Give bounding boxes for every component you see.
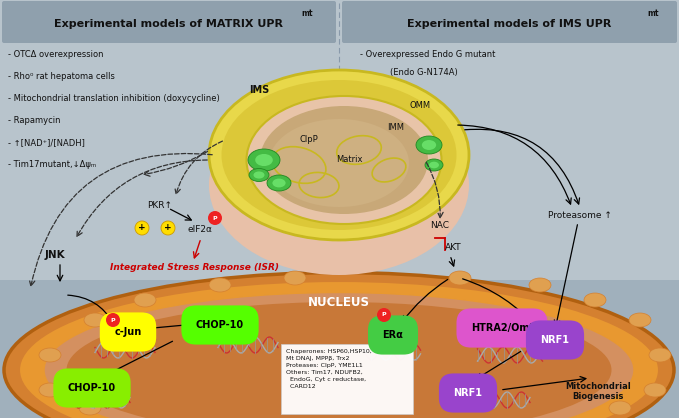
Ellipse shape bbox=[609, 401, 631, 415]
Circle shape bbox=[377, 308, 391, 322]
Text: - Tim17mutant,↓Δψₘ: - Tim17mutant,↓Δψₘ bbox=[8, 160, 96, 169]
Ellipse shape bbox=[644, 383, 666, 397]
Circle shape bbox=[106, 313, 120, 327]
Text: IMS: IMS bbox=[249, 85, 269, 95]
Circle shape bbox=[161, 221, 175, 235]
Text: Chaperones: HSP60,HSP10,
Mt DNAJ, MPPβ, Trx2
Proteases: ClpP, YME1L1
Others: Tim: Chaperones: HSP60,HSP10, Mt DNAJ, MPPβ, … bbox=[286, 349, 371, 389]
Ellipse shape bbox=[529, 278, 551, 292]
Text: HTRA2/Omi: HTRA2/Omi bbox=[471, 323, 533, 333]
Ellipse shape bbox=[209, 278, 231, 292]
Text: NRF1: NRF1 bbox=[540, 335, 570, 345]
Text: IMM: IMM bbox=[387, 122, 404, 132]
FancyBboxPatch shape bbox=[2, 1, 336, 43]
Ellipse shape bbox=[84, 313, 106, 327]
Ellipse shape bbox=[4, 273, 674, 418]
Ellipse shape bbox=[246, 96, 441, 224]
Text: Proteasome ↑: Proteasome ↑ bbox=[548, 211, 612, 219]
Text: NRF1: NRF1 bbox=[454, 388, 483, 398]
Ellipse shape bbox=[255, 154, 273, 166]
Text: NAC: NAC bbox=[430, 221, 449, 229]
Text: P: P bbox=[382, 313, 386, 318]
Text: CHOP-10: CHOP-10 bbox=[196, 320, 244, 330]
Text: AKT: AKT bbox=[445, 244, 461, 252]
Ellipse shape bbox=[425, 159, 443, 171]
Text: ClpP: ClpP bbox=[299, 135, 318, 145]
FancyBboxPatch shape bbox=[342, 1, 677, 43]
Text: P: P bbox=[111, 318, 115, 323]
Text: P: P bbox=[213, 216, 217, 221]
Bar bbox=[0, 0, 679, 280]
Text: NUCLEUS: NUCLEUS bbox=[308, 296, 370, 308]
Text: CHOP-10: CHOP-10 bbox=[68, 383, 116, 393]
Text: OMM: OMM bbox=[409, 100, 430, 110]
Ellipse shape bbox=[79, 401, 101, 415]
Ellipse shape bbox=[449, 271, 471, 285]
Ellipse shape bbox=[209, 95, 469, 275]
Ellipse shape bbox=[209, 70, 469, 240]
Text: - OTCΔ overexpression: - OTCΔ overexpression bbox=[8, 50, 103, 59]
Text: JNK: JNK bbox=[45, 250, 65, 260]
Text: c-Jun: c-Jun bbox=[114, 327, 142, 337]
Text: Experimental models of IMS UPR: Experimental models of IMS UPR bbox=[407, 19, 611, 29]
Ellipse shape bbox=[221, 80, 456, 230]
Text: +: + bbox=[139, 224, 146, 232]
Ellipse shape bbox=[629, 313, 651, 327]
Text: (Endo G-N174A): (Endo G-N174A) bbox=[390, 68, 458, 77]
Ellipse shape bbox=[39, 383, 61, 397]
Text: Experimental models of MATRIX UPR: Experimental models of MATRIX UPR bbox=[54, 19, 284, 29]
Text: ERα: ERα bbox=[382, 330, 403, 340]
Ellipse shape bbox=[416, 136, 442, 154]
Bar bbox=[0, 280, 679, 418]
Text: mt: mt bbox=[301, 8, 313, 18]
Ellipse shape bbox=[272, 178, 286, 187]
Ellipse shape bbox=[584, 293, 606, 307]
Text: Mitochondrial
Biogenesis: Mitochondrial Biogenesis bbox=[565, 382, 631, 401]
Ellipse shape bbox=[67, 302, 612, 418]
Ellipse shape bbox=[649, 348, 671, 362]
Text: - Rho⁰ rat hepatoma cells: - Rho⁰ rat hepatoma cells bbox=[8, 72, 115, 81]
Text: Integrated Stress Response (ISR): Integrated Stress Response (ISR) bbox=[111, 263, 280, 273]
Ellipse shape bbox=[422, 140, 436, 150]
Ellipse shape bbox=[248, 149, 280, 171]
Ellipse shape bbox=[249, 168, 269, 181]
Ellipse shape bbox=[284, 271, 306, 285]
Ellipse shape bbox=[269, 119, 409, 207]
Ellipse shape bbox=[267, 175, 291, 191]
Circle shape bbox=[208, 211, 222, 225]
Text: - ↑[NAD⁺]/[NADH]: - ↑[NAD⁺]/[NADH] bbox=[8, 138, 85, 147]
Ellipse shape bbox=[429, 162, 439, 168]
Text: +: + bbox=[164, 224, 172, 232]
Ellipse shape bbox=[253, 171, 265, 178]
Text: - Rapamycin: - Rapamycin bbox=[8, 116, 60, 125]
Text: PKR↑: PKR↑ bbox=[147, 201, 172, 209]
Circle shape bbox=[135, 221, 149, 235]
Text: - Mitochondrial translation inhibition (doxycycline): - Mitochondrial translation inhibition (… bbox=[8, 94, 220, 103]
Text: mt: mt bbox=[647, 8, 659, 18]
Ellipse shape bbox=[44, 293, 634, 418]
Text: - Overexpressed Endo G mutant: - Overexpressed Endo G mutant bbox=[360, 50, 496, 59]
FancyBboxPatch shape bbox=[281, 344, 413, 414]
Ellipse shape bbox=[19, 281, 659, 418]
Text: eIF2α: eIF2α bbox=[187, 225, 213, 234]
Ellipse shape bbox=[260, 106, 428, 214]
Ellipse shape bbox=[134, 293, 156, 307]
Text: Matrix: Matrix bbox=[335, 155, 363, 165]
Ellipse shape bbox=[39, 348, 61, 362]
